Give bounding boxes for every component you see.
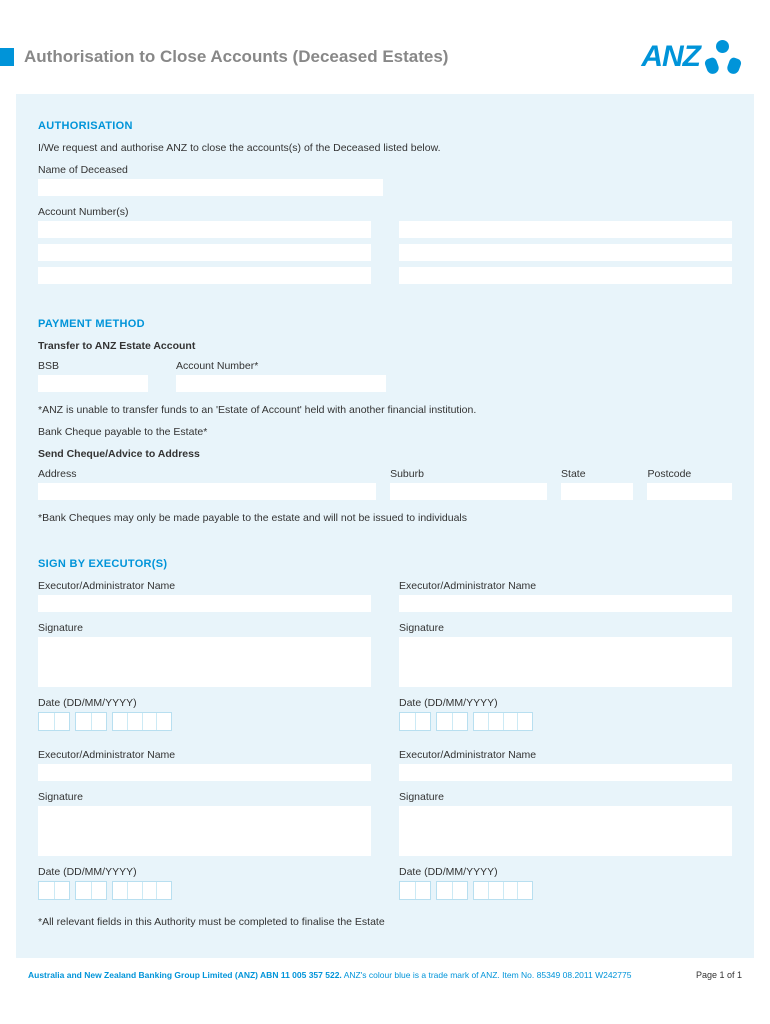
exec2-signature-input[interactable] — [399, 637, 732, 687]
logo-icon — [704, 40, 742, 74]
exec3-sig-label: Signature — [38, 791, 371, 803]
suburb-label: Suburb — [390, 468, 547, 480]
exec2-name-input[interactable] — [399, 595, 732, 612]
logo-text: ANZ — [641, 40, 700, 74]
address-input[interactable] — [38, 483, 376, 500]
exec4-date-label: Date (DD/MM/YYYY) — [399, 866, 732, 878]
exec2-name-label: Executor/Administrator Name — [399, 580, 732, 592]
bsb-account-row: BSB Account Number* — [38, 360, 732, 392]
exec3-name-label: Executor/Administrator Name — [38, 749, 371, 761]
bsb-label: BSB — [38, 360, 148, 372]
bsb-field: BSB — [38, 360, 148, 392]
account-input-3[interactable] — [38, 244, 371, 261]
name-deceased-input[interactable] — [38, 179, 383, 196]
state-input[interactable] — [561, 483, 633, 500]
exec1-signature-input[interactable] — [38, 637, 371, 687]
exec4-name-label: Executor/Administrator Name — [399, 749, 732, 761]
account-input-1[interactable] — [38, 221, 371, 238]
title-accent — [0, 48, 14, 66]
footer: Australia and New Zealand Banking Group … — [0, 958, 770, 1000]
exec1-name-input[interactable] — [38, 595, 371, 612]
address-row: Address Suburb State Postcode — [38, 468, 732, 500]
exec1-sig-label: Signature — [38, 622, 371, 634]
state-label: State — [561, 468, 633, 480]
exec2-sig-label: Signature — [399, 622, 732, 634]
account-input-5[interactable] — [38, 267, 371, 284]
exec3-signature-input[interactable] — [38, 806, 371, 856]
exec1-date-label: Date (DD/MM/YYYY) — [38, 697, 371, 709]
anz-logo: ANZ — [641, 40, 742, 74]
exec4-signature-input[interactable] — [399, 806, 732, 856]
account-numbers-label: Account Number(s) — [38, 206, 732, 218]
page-number: Page 1 of 1 — [696, 970, 742, 980]
header: Authorisation to Close Accounts (Decease… — [0, 0, 770, 92]
account-input-2[interactable] — [399, 221, 732, 238]
address-label: Address — [38, 468, 376, 480]
footer-legal: Australia and New Zealand Banking Group … — [28, 970, 631, 980]
postcode-label: Postcode — [647, 468, 732, 480]
address-field: Address — [38, 468, 376, 500]
exec3-name-input[interactable] — [38, 764, 371, 781]
exec1-name-label: Executor/Administrator Name — [38, 580, 371, 592]
name-deceased-field: Name of Deceased — [38, 164, 732, 196]
exec2-date-label: Date (DD/MM/YYYY) — [399, 697, 732, 709]
name-deceased-label: Name of Deceased — [38, 164, 732, 176]
account-input-6[interactable] — [399, 267, 732, 284]
executor-block-1: Executor/Administrator Name Signature Da… — [38, 580, 371, 731]
executor-block-4: Executor/Administrator Name Signature Da… — [399, 749, 732, 900]
state-field: State — [561, 468, 633, 500]
postcode-input[interactable] — [647, 483, 732, 500]
transfer-label: Transfer to ANZ Estate Account — [38, 340, 732, 352]
postcode-field: Postcode — [647, 468, 732, 500]
transfer-note: *ANZ is unable to transfer funds to an '… — [38, 404, 732, 416]
page: Authorisation to Close Accounts (Decease… — [0, 0, 770, 1000]
account-number-input[interactable] — [176, 375, 386, 392]
page-title: Authorisation to Close Accounts (Decease… — [24, 47, 448, 67]
account-number-field: Account Number* — [176, 360, 386, 392]
authorisation-intro: I/We request and authorise ANZ to close … — [38, 142, 732, 154]
authorisation-heading: AUTHORISATION — [38, 120, 732, 132]
title-bar: Authorisation to Close Accounts (Decease… — [0, 47, 448, 67]
cheque-line: Bank Cheque payable to the Estate* — [38, 426, 732, 438]
cheque-note: *Bank Cheques may only be made payable t… — [38, 512, 732, 524]
footer-company: Australia and New Zealand Banking Group … — [28, 970, 342, 980]
exec2-date-input[interactable] — [399, 712, 732, 731]
exec3-date-input[interactable] — [38, 881, 371, 900]
account-numbers-field: Account Number(s) — [38, 206, 732, 284]
exec4-name-input[interactable] — [399, 764, 732, 781]
payment-heading: PAYMENT METHOD — [38, 318, 732, 330]
suburb-input[interactable] — [390, 483, 547, 500]
executor-block-2: Executor/Administrator Name Signature Da… — [399, 580, 732, 731]
final-note: *All relevant fields in this Authority m… — [38, 916, 732, 928]
executors-heading: SIGN BY EXECUTOR(S) — [38, 558, 732, 570]
exec1-date-input[interactable] — [38, 712, 371, 731]
bsb-input[interactable] — [38, 375, 148, 392]
footer-trademark: ANZ's colour blue is a trade mark of ANZ… — [342, 970, 632, 980]
send-cheque-label: Send Cheque/Advice to Address — [38, 448, 732, 460]
exec3-date-label: Date (DD/MM/YYYY) — [38, 866, 371, 878]
exec4-date-input[interactable] — [399, 881, 732, 900]
form-body: AUTHORISATION I/We request and authorise… — [16, 92, 754, 958]
suburb-field: Suburb — [390, 468, 547, 500]
account-input-4[interactable] — [399, 244, 732, 261]
account-number-label: Account Number* — [176, 360, 386, 372]
executor-block-3: Executor/Administrator Name Signature Da… — [38, 749, 371, 900]
exec4-sig-label: Signature — [399, 791, 732, 803]
executors-grid: Executor/Administrator Name Signature Da… — [38, 580, 732, 900]
